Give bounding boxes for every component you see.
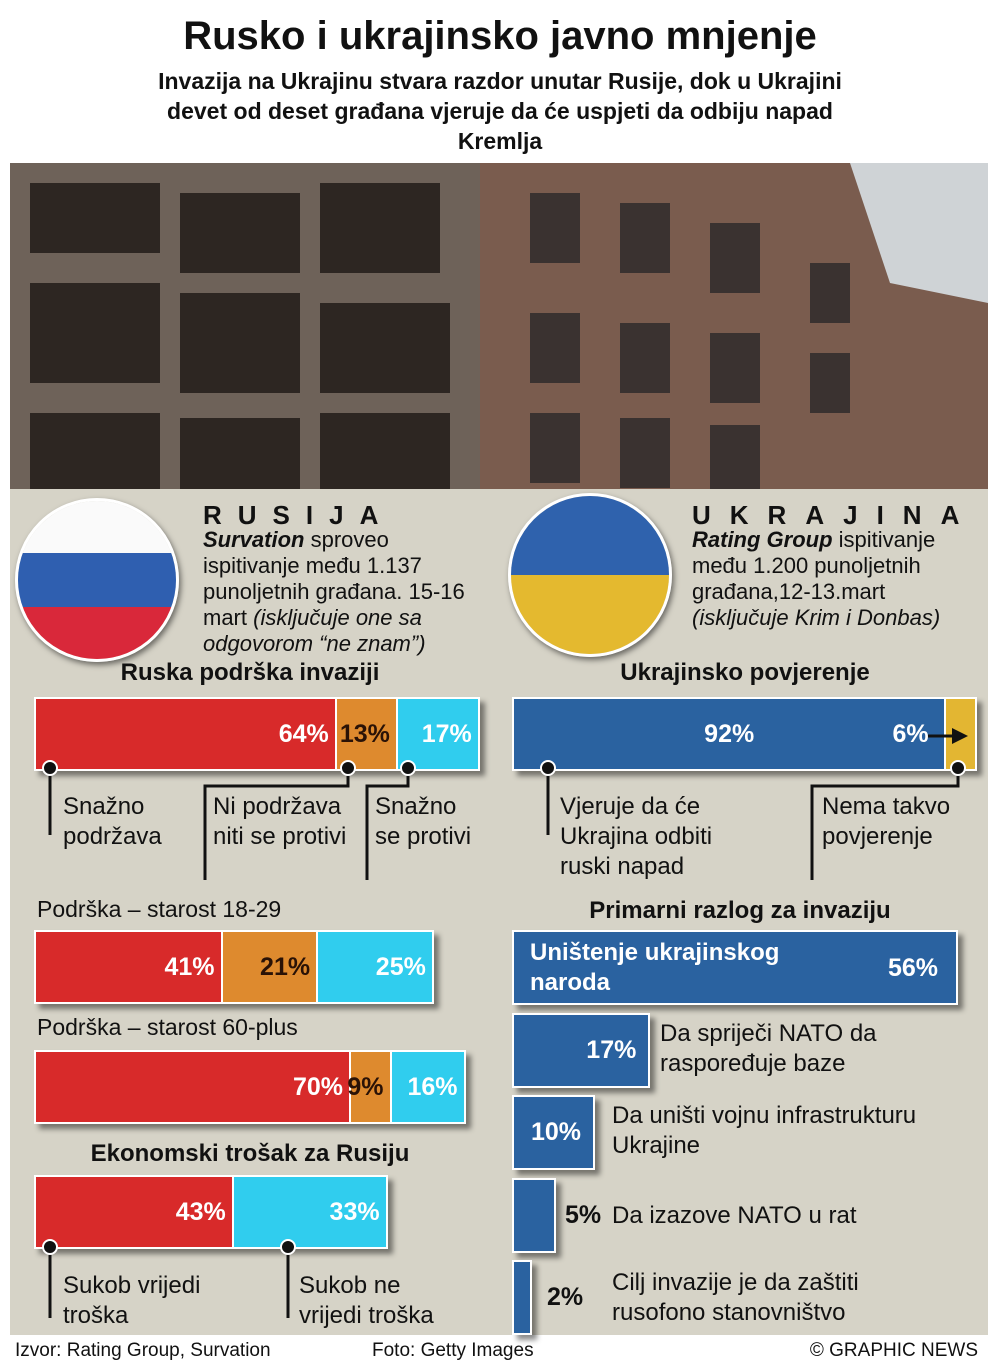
reason-label: Da izazove NATO u rat [612,1202,857,1229]
data-label: 70% [292,1072,343,1101]
chart-title-age-18-29: Podrška – starost 18-29 [37,896,282,922]
russia-info-text: sproveo ispitivanje među 1.137 punoljetn… [203,527,465,630]
data-label: 13% [339,719,390,748]
data-label: 17% [421,719,472,748]
data-label: 43% [175,1197,226,1226]
data-label: 33% [329,1197,380,1226]
reason-label: Da spriječi NATO da raspoređuje baze [660,1020,877,1077]
ukraine-heading: UKRAJINA [692,500,979,530]
reason-bar [512,930,959,1005]
russia-heading: RUSIJA [203,500,395,530]
ukraine-flag-icon [508,493,672,657]
reason-bar [512,1178,556,1253]
subtitle: Invazija na Ukrajinu stvara razdor unuta… [158,68,842,154]
bar-segment: 70% [36,1052,351,1122]
russia-info: Survation sproveo ispitivanje među 1.137… [203,527,488,657]
bar-age-60: 70% 9% 16% [34,1050,466,1124]
data-label: 9% [347,1072,384,1101]
reason-value: 56% [888,954,939,982]
data-label: 25% [375,952,426,981]
bar-segment: 64% [36,699,337,769]
bar-economic: 43% 33% [34,1175,388,1249]
chart-title-economic: Ekonomski trošak za Rusiju [90,1140,410,1167]
chart-title-reasons: Primarni razlog za invaziju [589,897,891,924]
label-worth-cost: Sukob vrijedi troška [63,1272,201,1329]
bar-age-18-29: 41% 21% 25% [34,930,434,1004]
reason-label: Cilj invazije je da zaštiti rusofono sta… [612,1269,859,1326]
data-label: 64% [278,719,329,748]
copyright: © GRAPHIC NEWS [809,1340,978,1361]
russia-pollster: Survation [203,527,305,552]
data-label: 41% [164,952,215,981]
reason-label: Da uništi vojnu infrastrukturu Ukrajine [612,1102,917,1159]
reason-bar [512,1095,595,1170]
photo-damaged-building [10,163,988,489]
label-strongly-support: Snažno podržava [63,793,162,850]
bar-segment: 21% [222,932,319,1002]
bar-segment: 92% [514,699,947,769]
label-no-confidence: Nema takvo povjerenje [822,793,951,850]
data-label: 21% [260,952,311,981]
reason-bar [512,1260,532,1335]
reason-value: 17% [586,1036,637,1064]
bar-segment: 33% [233,1177,386,1247]
chart-title-age-60: Podrška – starost 60-plus [37,1014,298,1040]
reason-bar [512,1013,651,1088]
russia-note: (isključuje one sa odgovorom “ne znam”) [203,605,426,656]
label-not-worth-cost: Sukob ne vrijedi troška [299,1272,434,1329]
reason-value: 2% [547,1283,584,1311]
source: Izvor: Rating Group, Survation [15,1340,271,1361]
ukraine-info-text: ispitivanje među 1.200 punoljetnih građa… [692,527,936,604]
bar-segment: 9% [347,1052,392,1122]
bar-segment: 41% [36,932,223,1002]
russia-flag-icon [15,498,179,662]
label-neutral: Ni podržava niti se protivi [213,793,347,850]
reason-value: 10% [531,1118,582,1146]
reason-value: 5% [565,1201,602,1229]
chart-title-confidence: Ukrajinsko povjerenje [620,659,870,686]
bar-support: 64% 13% 17% [34,697,480,771]
ukraine-pollster: Rating Group [692,527,833,552]
data-label: 6% [892,719,929,748]
ukraine-note: (isključuje Krim i Donbas) [692,605,941,630]
label-believe: Vjeruje da će Ukrajina odbiti ruski napa… [560,793,713,880]
data-label: 16% [407,1072,458,1101]
ukraine-info: Rating Group ispitivanje među 1.200 puno… [692,527,972,631]
bar-confidence: 92% 6% [512,697,977,771]
reason-label: Uništenje ukrajinskog naroda [530,939,780,996]
bar-segment: 17% [397,699,478,769]
bar-segment: 43% [36,1177,234,1247]
label-strongly-oppose: Snažno se protivi [375,793,472,850]
bar-segment: 16% [391,1052,464,1122]
page-title: Rusko i ukrajinsko javno mnjenje [183,14,817,58]
bar-segment: 25% [318,932,432,1002]
photo-credit: Foto: Getty Images [372,1340,534,1361]
chart-title-support: Ruska podrška invaziji [120,659,380,686]
data-label: 92% [704,719,755,748]
bar-segment: 13% [336,699,398,769]
bar-segment: 6% [892,699,975,769]
